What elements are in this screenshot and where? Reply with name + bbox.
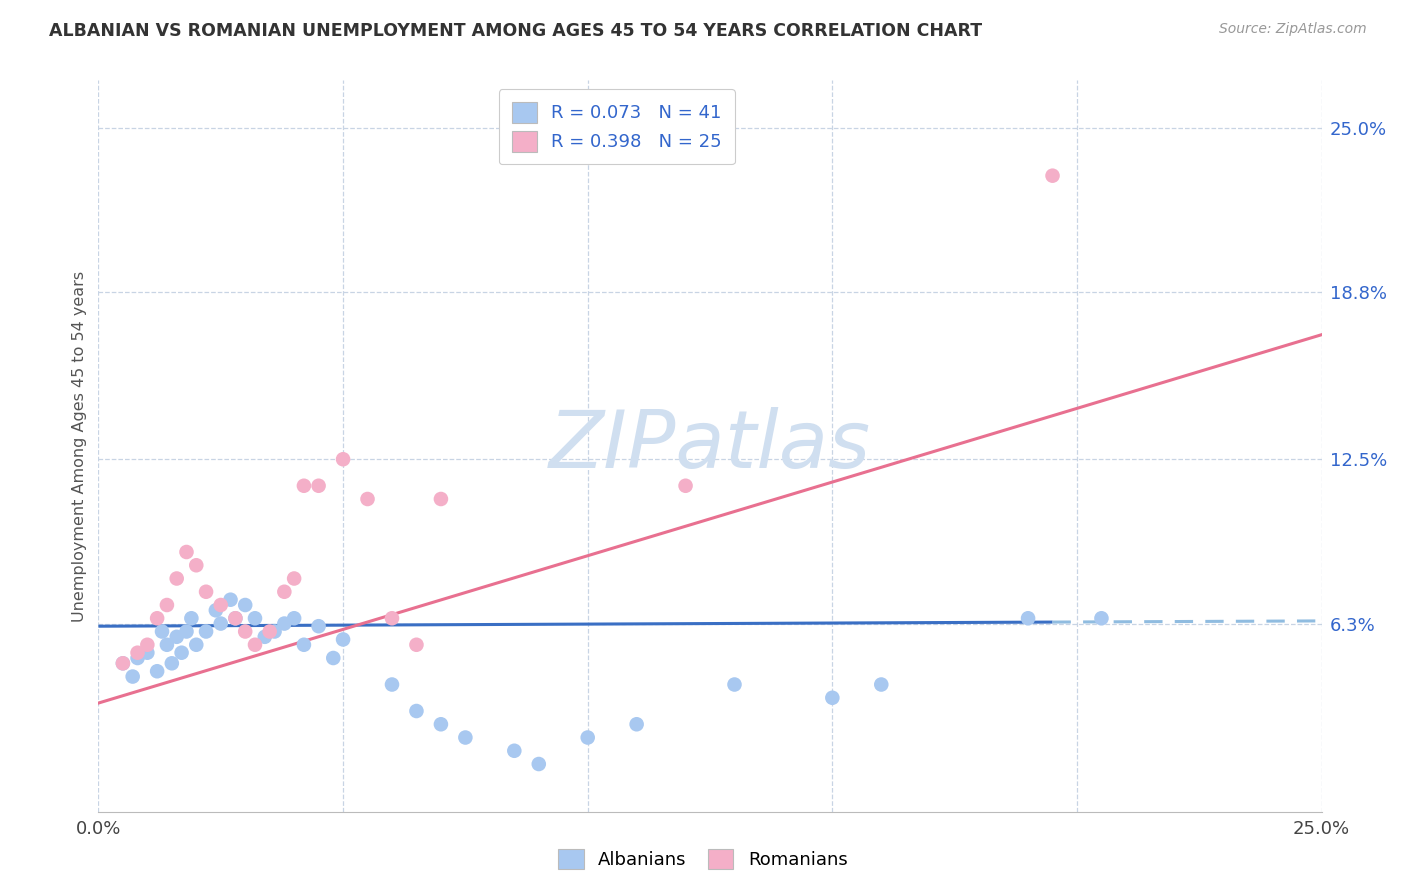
- Point: [224, 611, 246, 625]
- Point: [405, 704, 427, 718]
- Point: [209, 598, 232, 612]
- Point: [209, 616, 232, 631]
- Point: [224, 611, 246, 625]
- Point: [166, 572, 188, 586]
- Point: [111, 657, 134, 671]
- Point: [308, 479, 330, 493]
- Point: [1042, 169, 1064, 183]
- Point: [273, 616, 295, 631]
- Point: [381, 611, 404, 625]
- Point: [273, 584, 295, 599]
- Point: [576, 731, 599, 745]
- Point: [870, 677, 893, 691]
- Point: [243, 638, 266, 652]
- Point: [454, 731, 477, 745]
- Point: [150, 624, 173, 639]
- Point: [675, 479, 697, 493]
- Point: [292, 479, 315, 493]
- Point: [136, 646, 159, 660]
- Point: [156, 638, 179, 652]
- Point: [186, 558, 208, 573]
- Point: [723, 677, 745, 691]
- Point: [322, 651, 344, 665]
- Legend: Albanians, Romanians: Albanians, Romanians: [550, 839, 856, 879]
- Point: [146, 611, 169, 625]
- Point: [243, 611, 266, 625]
- Point: [127, 646, 149, 660]
- Point: [111, 657, 134, 671]
- Point: [136, 638, 159, 652]
- Point: [503, 744, 526, 758]
- Point: [263, 624, 285, 639]
- Point: [186, 638, 208, 652]
- Point: [219, 592, 242, 607]
- Point: [127, 651, 149, 665]
- Point: [405, 638, 427, 652]
- Point: [527, 757, 550, 772]
- Text: ALBANIAN VS ROMANIAN UNEMPLOYMENT AMONG AGES 45 TO 54 YEARS CORRELATION CHART: ALBANIAN VS ROMANIAN UNEMPLOYMENT AMONG …: [49, 22, 983, 40]
- Point: [626, 717, 648, 731]
- Point: [1017, 611, 1039, 625]
- Point: [430, 491, 453, 506]
- Point: [821, 690, 844, 705]
- Point: [308, 619, 330, 633]
- Point: [381, 677, 404, 691]
- Legend: R = 0.073   N = 41, R = 0.398   N = 25: R = 0.073 N = 41, R = 0.398 N = 25: [499, 89, 734, 164]
- Point: [170, 646, 193, 660]
- Point: [176, 624, 198, 639]
- Point: [233, 598, 256, 612]
- Point: [283, 572, 305, 586]
- Point: [253, 630, 276, 644]
- Point: [195, 624, 218, 639]
- Point: [176, 545, 198, 559]
- Point: [332, 632, 354, 647]
- Point: [146, 665, 169, 679]
- Point: [332, 452, 354, 467]
- Point: [292, 638, 315, 652]
- Point: [166, 630, 188, 644]
- Point: [259, 624, 281, 639]
- Point: [156, 598, 179, 612]
- Text: ZIPatlas: ZIPatlas: [548, 407, 872, 485]
- Point: [195, 584, 218, 599]
- Point: [1090, 611, 1112, 625]
- Point: [121, 669, 143, 683]
- Text: Source: ZipAtlas.com: Source: ZipAtlas.com: [1219, 22, 1367, 37]
- Point: [233, 624, 256, 639]
- Point: [180, 611, 202, 625]
- Y-axis label: Unemployment Among Ages 45 to 54 years: Unemployment Among Ages 45 to 54 years: [72, 270, 87, 622]
- Point: [283, 611, 305, 625]
- Point: [356, 491, 378, 506]
- Point: [205, 603, 228, 617]
- Point: [160, 657, 183, 671]
- Point: [430, 717, 453, 731]
